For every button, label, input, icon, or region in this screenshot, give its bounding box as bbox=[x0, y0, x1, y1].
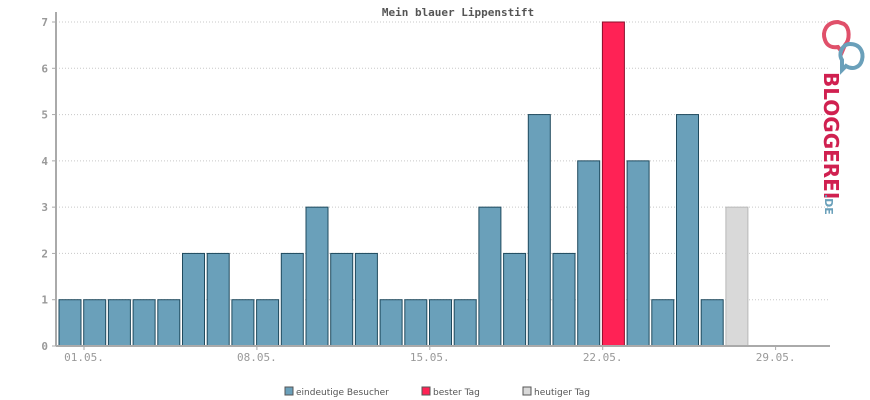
legend-swatch bbox=[284, 386, 294, 396]
legend-item: bester Tag bbox=[421, 386, 480, 398]
brand-logo: BLOGGEREI .DE bbox=[819, 19, 865, 215]
bar-06.05. bbox=[182, 252, 205, 347]
x-tick-label: 15.05. bbox=[410, 351, 450, 364]
bar-14.05. bbox=[379, 299, 403, 347]
bar-02.05. bbox=[83, 299, 107, 347]
bloggerei-logo-icon bbox=[822, 19, 865, 75]
bar-20.05. bbox=[527, 114, 551, 347]
y-tick-label: 0 bbox=[41, 340, 48, 353]
bar-10.05. bbox=[280, 252, 304, 347]
bar-07.05. bbox=[206, 252, 230, 347]
legend-item: heutiger Tag bbox=[522, 386, 590, 398]
y-tick-label: 5 bbox=[41, 109, 48, 122]
y-tick-label: 4 bbox=[41, 155, 48, 168]
axes bbox=[52, 12, 830, 350]
chart-title: Mein blauer Lippenstift bbox=[382, 6, 534, 19]
bar-17.05. bbox=[453, 299, 477, 347]
x-tick-label: 22.05. bbox=[583, 351, 623, 364]
bar-03.05. bbox=[107, 299, 131, 347]
y-tick-label: 7 bbox=[41, 16, 48, 29]
y-tick-label: 3 bbox=[41, 201, 48, 214]
bar-22.05. bbox=[577, 160, 601, 347]
grid bbox=[56, 21, 830, 301]
legend-label: heutiger Tag bbox=[534, 388, 590, 398]
legend-item: eindeutige Besucher bbox=[284, 386, 389, 398]
bar-01.05. bbox=[58, 299, 82, 347]
bar-19.05. bbox=[503, 252, 527, 347]
y-tick-label: 6 bbox=[41, 62, 48, 75]
bar-12.05. bbox=[330, 252, 354, 347]
y-tick-label: 1 bbox=[41, 294, 48, 307]
bar-16.05. bbox=[429, 299, 452, 347]
x-tick-label: 29.05. bbox=[756, 351, 796, 364]
bar-18.05. bbox=[478, 206, 502, 347]
legend-swatch bbox=[522, 386, 532, 396]
bar-23.05. bbox=[601, 21, 625, 347]
bar-27.05. bbox=[700, 299, 724, 347]
bar-04.05. bbox=[132, 299, 156, 347]
legend-label: eindeutige Besucher bbox=[296, 388, 389, 398]
bars bbox=[58, 21, 749, 347]
legend-label: bester Tag bbox=[433, 388, 480, 398]
brand-name: BLOGGEREI bbox=[819, 72, 843, 199]
brand-suffix: .DE bbox=[822, 194, 835, 215]
legend-swatch bbox=[421, 386, 431, 396]
tick-labels: 0 1 2 3 4 5 6 7 01.05. 08.05. 15.05. 22.05. 29.05. bbox=[41, 16, 795, 364]
bar-08.05. bbox=[231, 299, 255, 347]
legend: eindeutige Besucher bester Tag heutiger Ta… bbox=[284, 386, 590, 398]
y-tick-label: 2 bbox=[41, 247, 48, 260]
bar-13.05. bbox=[354, 252, 378, 347]
bar-28.05. bbox=[725, 206, 749, 347]
bar-11.05. bbox=[305, 206, 329, 347]
bar-25.05. bbox=[651, 299, 675, 347]
bar-05.05. bbox=[157, 299, 181, 347]
bar-09.05. bbox=[256, 299, 280, 347]
bar-24.05. bbox=[626, 160, 650, 347]
x-tick-label: 01.05. bbox=[64, 351, 104, 364]
bar-21.05. bbox=[552, 252, 576, 347]
x-tick-label: 08.05. bbox=[237, 351, 277, 364]
bar-26.05. bbox=[676, 114, 699, 347]
bar-15.05. bbox=[404, 299, 428, 347]
